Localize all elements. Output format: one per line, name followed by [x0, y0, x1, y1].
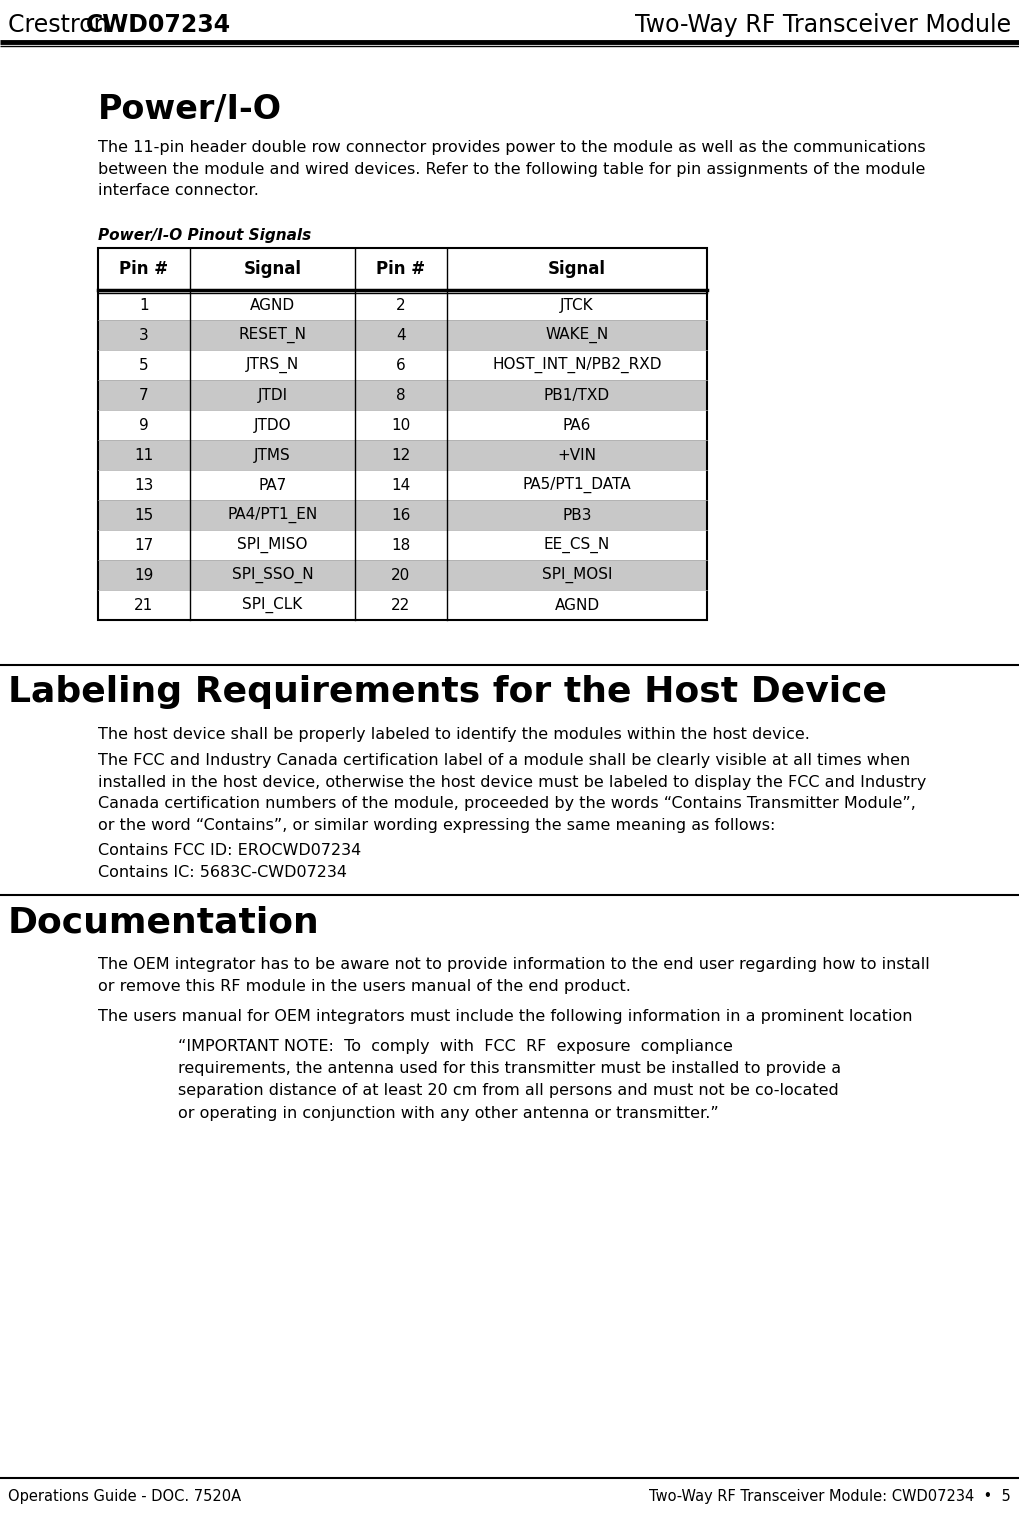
Text: SPI_MOSI: SPI_MOSI	[542, 567, 612, 583]
Text: 7: 7	[140, 387, 149, 402]
Text: 5: 5	[140, 358, 149, 373]
Text: Pin #: Pin #	[119, 259, 168, 278]
Text: 11: 11	[135, 448, 154, 463]
Text: Signal: Signal	[244, 259, 302, 278]
Bar	[98, 379, 707, 410]
Bar	[98, 247, 707, 290]
Text: 18: 18	[391, 537, 411, 552]
Text: “IMPORTANT NOTE:  To  comply  with  FCC  RF  exposure  compliance
requirements, : “IMPORTANT NOTE: To comply with FCC RF e…	[178, 1039, 841, 1121]
Text: Contains FCC ID: EROCWD07234
Contains IC: 5683C-CWD07234: Contains FCC ID: EROCWD07234 Contains IC…	[98, 843, 362, 880]
Text: PB1/TXD: PB1/TXD	[544, 387, 610, 402]
Text: 12: 12	[391, 448, 411, 463]
Text: Power/I-O: Power/I-O	[98, 93, 282, 126]
Text: SPI_CLK: SPI_CLK	[243, 596, 303, 613]
Text: Pin #: Pin #	[376, 259, 426, 278]
Text: Two-Way RF Transceiver Module: Two-Way RF Transceiver Module	[635, 14, 1011, 36]
Bar	[98, 501, 707, 529]
Text: Labeling Requirements for the Host Device: Labeling Requirements for the Host Devic…	[8, 675, 887, 708]
Text: JTRS_N: JTRS_N	[246, 356, 300, 373]
Bar	[98, 590, 707, 620]
Text: +VIN: +VIN	[557, 448, 596, 463]
Bar	[98, 560, 707, 590]
Text: 1: 1	[140, 297, 149, 313]
Text: PA4/PT1_EN: PA4/PT1_EN	[227, 507, 318, 523]
Text: 16: 16	[391, 508, 411, 522]
Text: 15: 15	[135, 508, 154, 522]
Text: Documentation: Documentation	[8, 906, 320, 939]
Text: SPI_SSO_N: SPI_SSO_N	[231, 567, 313, 583]
Text: AGND: AGND	[554, 598, 599, 613]
Text: Two-Way RF Transceiver Module: CWD07234  •  5: Two-Way RF Transceiver Module: CWD07234 …	[649, 1490, 1011, 1505]
Text: 22: 22	[391, 598, 411, 613]
Text: The OEM integrator has to be aware not to provide information to the end user re: The OEM integrator has to be aware not t…	[98, 957, 929, 994]
Text: 21: 21	[135, 598, 154, 613]
Text: 14: 14	[391, 478, 411, 493]
Text: 3: 3	[140, 328, 149, 343]
Text: 2: 2	[396, 297, 406, 313]
Text: JTCK: JTCK	[560, 297, 594, 313]
Text: JTDI: JTDI	[258, 387, 287, 402]
Text: 6: 6	[396, 358, 406, 373]
Bar	[98, 410, 707, 440]
Bar	[98, 350, 707, 379]
Text: 4: 4	[396, 328, 406, 343]
Text: JTMS: JTMS	[254, 448, 290, 463]
Text: 13: 13	[135, 478, 154, 493]
Text: 20: 20	[391, 567, 411, 583]
Text: 8: 8	[396, 387, 406, 402]
Bar	[98, 440, 707, 470]
Text: The host device shall be properly labeled to identify the modules within the hos: The host device shall be properly labele…	[98, 727, 810, 742]
Bar	[98, 320, 707, 350]
Text: 19: 19	[135, 567, 154, 583]
Text: 10: 10	[391, 417, 411, 432]
Text: 17: 17	[135, 537, 154, 552]
Text: SPI_MISO: SPI_MISO	[237, 537, 308, 554]
Text: RESET_N: RESET_N	[238, 326, 307, 343]
Text: EE_CS_N: EE_CS_N	[544, 537, 610, 554]
Text: AGND: AGND	[250, 297, 296, 313]
Text: PB3: PB3	[562, 508, 592, 522]
Bar	[98, 247, 707, 620]
Text: PA5/PT1_DATA: PA5/PT1_DATA	[523, 476, 632, 493]
Bar	[98, 529, 707, 560]
Text: Crestron: Crestron	[8, 14, 116, 36]
Text: The 11-pin header double row connector provides power to the module as well as t: The 11-pin header double row connector p…	[98, 140, 925, 199]
Text: The FCC and Industry Canada certification label of a module shall be clearly vis: The FCC and Industry Canada certificatio…	[98, 752, 926, 833]
Bar	[98, 290, 707, 320]
Text: JTDO: JTDO	[254, 417, 291, 432]
Text: Signal: Signal	[548, 259, 606, 278]
Text: 9: 9	[140, 417, 149, 432]
Text: PA6: PA6	[562, 417, 591, 432]
Text: The users manual for OEM integrators must include the following information in a: The users manual for OEM integrators mus…	[98, 1009, 912, 1024]
Text: Power/I-O Pinout Signals: Power/I-O Pinout Signals	[98, 228, 311, 243]
Text: WAKE_N: WAKE_N	[545, 326, 608, 343]
Text: CWD07234: CWD07234	[86, 14, 231, 36]
Text: Operations Guide - DOC. 7520A: Operations Guide - DOC. 7520A	[8, 1490, 242, 1505]
Text: PA7: PA7	[259, 478, 286, 493]
Bar	[98, 470, 707, 501]
Text: HOST_INT_N/PB2_RXD: HOST_INT_N/PB2_RXD	[492, 356, 661, 373]
